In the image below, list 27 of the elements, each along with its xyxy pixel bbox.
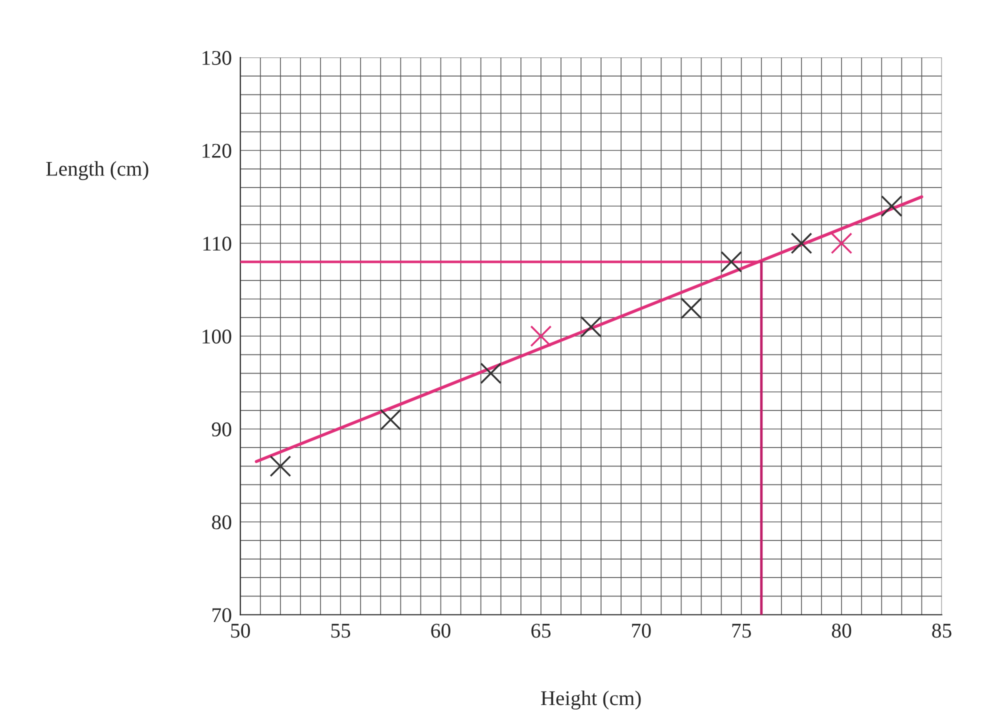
y-tick-label: 110	[203, 236, 232, 251]
point	[380, 408, 402, 430]
x-tick-label: 65	[531, 624, 551, 638]
point	[270, 455, 292, 477]
point	[680, 298, 702, 319]
x-tick-label: 70	[632, 624, 651, 638]
x-axis-title: Height (cm)	[541, 690, 641, 710]
point	[790, 232, 812, 254]
y-tick-label: 80	[212, 515, 232, 530]
point	[530, 325, 552, 347]
x-tick-label: 75	[732, 624, 751, 638]
point	[830, 232, 852, 254]
y-axis-title: Length (cm)	[46, 161, 148, 180]
y-tick-label: 100	[202, 330, 232, 344]
x-tick-label: 80	[832, 624, 852, 638]
x-tick-label: 55	[331, 624, 350, 638]
x-tick-label: 50	[231, 624, 250, 638]
x-tick-label: 85	[932, 624, 952, 638]
point	[480, 362, 502, 384]
y-tick-label: 130	[202, 50, 232, 65]
y-tick-label: 70	[212, 608, 232, 622]
y-tick-label: 120	[202, 144, 232, 158]
point	[580, 316, 602, 338]
point	[880, 195, 902, 217]
point	[720, 251, 742, 273]
y-tick-label: 90	[212, 422, 232, 436]
x-tick-label: 60	[431, 624, 450, 638]
